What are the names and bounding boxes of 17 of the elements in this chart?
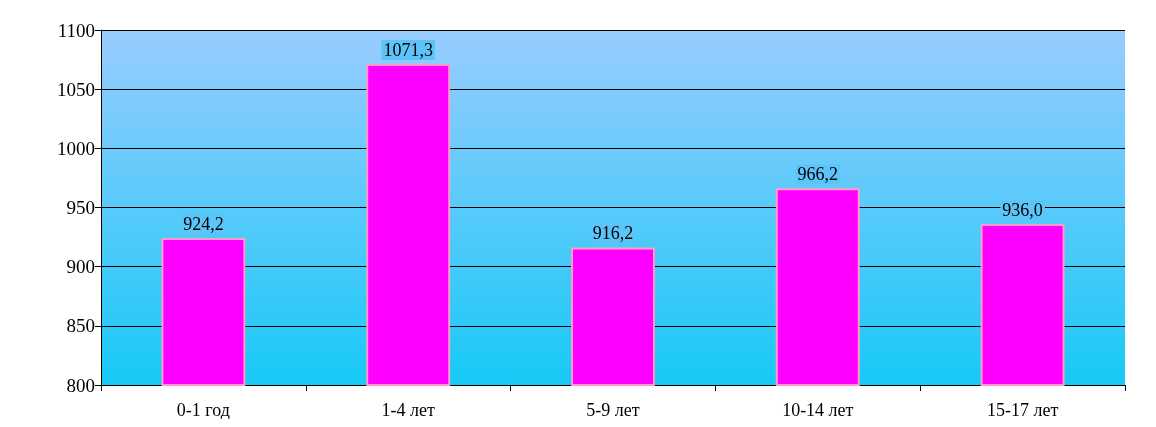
x-tick-label: 15-17 лет: [986, 400, 1059, 420]
y-tick-label: 900: [66, 256, 95, 278]
x-tick-label: 0-1 год: [176, 400, 230, 420]
y-tick-label: 1000: [57, 137, 95, 159]
y-tick-label: 1050: [57, 78, 95, 100]
x-tick-label: 10-14 лет: [782, 400, 854, 420]
y-tick-label: 1100: [57, 19, 95, 41]
x-tick-label: 1-4 лет: [381, 400, 435, 420]
data-label: 924,2: [183, 214, 224, 235]
y-tick-label: 850: [66, 315, 95, 337]
data-label: 1071,3: [383, 39, 433, 60]
data-label: 966,2: [797, 164, 839, 185]
x-tick-label: 5-9 лет: [586, 400, 640, 420]
data-label: 936,0: [1002, 200, 1043, 221]
y-tick-label: 800: [66, 374, 95, 396]
y-tick-label: 950: [66, 197, 95, 218]
data-label: 916,2: [592, 223, 634, 244]
